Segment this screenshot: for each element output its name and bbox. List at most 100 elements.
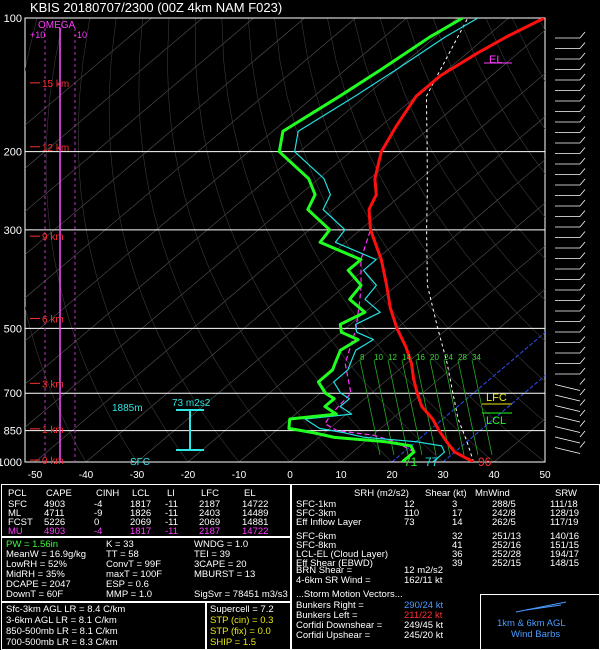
wind-barb: [554, 447, 581, 454]
wind-barb-flag: [579, 262, 586, 270]
temp-tick-label: -20: [181, 470, 196, 481]
kinematic-cell: 148/15: [550, 558, 580, 569]
mixing-ratio-line: [457, 359, 479, 456]
parcel-cell: 14489: [242, 508, 269, 519]
index-value: LowRH = 52%: [6, 559, 67, 570]
kinematic-cell: 111/18: [550, 499, 578, 510]
parcel-cell: 2069: [130, 517, 152, 528]
kinematic-cell: 73: [404, 517, 415, 528]
parcel-cell: 1817: [130, 526, 152, 537]
kinematic-table: SRH (m2/s2) Shear (kt) MnWind SRW SFC-1km 12…: [291, 484, 600, 650]
sfc-wetbulb-label: 77: [425, 455, 439, 469]
isotherm-line: [25, 18, 356, 299]
parcel-cell: 1817: [130, 499, 152, 510]
parcel-header: PCL: [8, 488, 27, 499]
wind-barb-flag: [579, 367, 586, 375]
sfc-label: SFC: [130, 457, 150, 468]
wind-barb-flag: [579, 304, 586, 312]
storm-motion-title: ...Storm Motion Vectors...: [296, 589, 403, 600]
dry-adiabat: [565, 18, 600, 462]
parcel-cell: 5226: [44, 517, 66, 528]
pressure-tick-label: 850: [4, 426, 22, 438]
wind-barb-flag: [579, 157, 586, 165]
parcel-cell: -11: [165, 517, 179, 528]
mixing-ratio-line: [471, 359, 493, 456]
wind-barb-flag: [579, 430, 586, 438]
parcel-header: EL: [244, 488, 256, 499]
wind-barb-flag: [579, 105, 586, 112]
brn-shear-label: BRN Shear =: [296, 565, 353, 576]
mixing-ratio-line: [359, 359, 381, 456]
parcel-cell: 2403: [199, 508, 221, 519]
kinematic-label: Eff Shear (EBWD): [296, 558, 373, 569]
index-value: maxT = 100F: [106, 569, 163, 580]
wind-barb: [554, 384, 581, 391]
height-label: 3 km: [42, 379, 64, 390]
kinematic-cell: 151/15: [550, 540, 580, 551]
virtual-temp-line: [324, 229, 415, 453]
brn-shear-value: 12 m2/s2: [404, 565, 444, 576]
wind-barb-flag: [579, 241, 586, 249]
wind-barb-flag: [579, 168, 586, 175]
parcel-cell: 4903: [44, 499, 66, 510]
dry-adiabat: [167, 18, 342, 462]
index-value: WNDG = 1.0: [194, 539, 249, 550]
index-value: K = 33: [106, 539, 134, 550]
parcel-header: CAPE: [46, 488, 72, 499]
kinematic-cell: 128/19: [550, 508, 580, 519]
temp-tick-label: 30: [437, 470, 449, 481]
temp-tick-label: -40: [79, 470, 94, 481]
composite-params: Supercell = 7.2 STP (cin) = 0.3 STP (fix) …: [206, 602, 291, 650]
dry-adiabat: [353, 18, 545, 342]
temp-tick-label: 50: [539, 470, 551, 481]
parcel-header: LFC: [201, 488, 219, 499]
mixing-ratio-line: [401, 359, 423, 456]
lfc-label: LFC: [486, 392, 507, 404]
index-value: ConvT = 99F: [106, 559, 162, 570]
composite-param: Supercell = 7.2: [210, 604, 274, 615]
mixing-ratio-label: 8: [360, 353, 365, 362]
kinematic-label: SFC-3km: [296, 508, 337, 519]
index-value: SigSvr = 78451 m3/s3: [194, 589, 288, 600]
pressure-tick-label: 500: [4, 323, 22, 335]
mixing-ratio-label: 20: [430, 353, 439, 362]
composite-param: STP (fix) = 0.0: [210, 626, 271, 637]
kinematic-label: Eff Inflow Layer: [296, 517, 362, 528]
wind-barb-flag: [579, 409, 586, 417]
pressure-tick-label: 100: [4, 13, 22, 25]
mixing-ratio-label: 34: [472, 353, 481, 362]
mixing-ratio-label: 28: [458, 353, 467, 362]
dry-adiabat: [77, 18, 189, 462]
wind-barb-flag: [579, 336, 586, 343]
barb-legend-line2: Wind Barbs: [511, 629, 561, 640]
dry-adiabat: [138, 18, 291, 462]
parcel-header: LI: [167, 488, 175, 499]
temp-tick-label: 20: [386, 470, 398, 481]
kinematic-header: SRW: [555, 488, 577, 499]
wind-barb-flag: [579, 178, 586, 186]
wind-barb-flag: [579, 73, 586, 81]
sr-wind-label: 4-6km SR Wind =: [296, 575, 371, 586]
kinematic-cell: 194/17: [550, 549, 580, 560]
wind-barb-flag: [579, 378, 586, 385]
index-value: MeanW = 16.9g/kg: [6, 549, 87, 560]
wind-barb-flag: [579, 399, 586, 406]
dry-adiabat: [195, 18, 393, 462]
isotherm-line: [25, 18, 407, 342]
composite-param: SHIP = 1.5: [210, 637, 257, 648]
wind-barb-flag: [579, 189, 586, 196]
temp-tick-label: 10: [335, 470, 347, 481]
kinematic-label: SFC-8km: [296, 540, 337, 551]
index-value: PW = 1.56in: [6, 539, 59, 550]
kinematic-cell: 252/15: [492, 558, 522, 569]
parcel-header: CINH: [96, 488, 120, 499]
temp-tick-label: -30: [130, 470, 145, 481]
isotherm-line: [136, 116, 545, 462]
wind-barb: [554, 394, 581, 402]
kinematic-cell: 252/16: [492, 540, 522, 551]
parcel-cell: -4: [94, 499, 103, 510]
corfidi-down-value: 249/45 kt: [404, 620, 444, 631]
mixing-ratio-label: 16: [416, 353, 425, 362]
dry-adiabat: [379, 18, 545, 301]
